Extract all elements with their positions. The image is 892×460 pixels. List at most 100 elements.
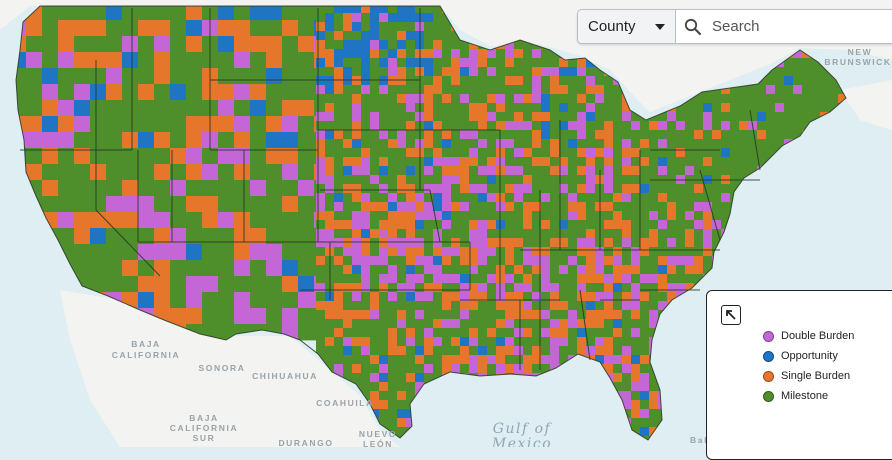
county-tile[interactable] [604, 247, 614, 257]
county-tile[interactable] [388, 400, 398, 410]
county-tile[interactable] [406, 31, 416, 41]
search-input[interactable] [710, 17, 884, 36]
county-tile[interactable] [604, 166, 614, 176]
county-tile[interactable] [649, 202, 659, 212]
county-tile[interactable] [370, 85, 380, 95]
county-tile[interactable] [343, 67, 353, 77]
county-tile[interactable] [106, 20, 123, 37]
county-tile[interactable] [595, 112, 605, 122]
county-tile[interactable] [631, 427, 641, 437]
county-tile[interactable] [370, 67, 380, 77]
county-tile[interactable] [379, 265, 389, 275]
county-tile[interactable] [154, 132, 171, 149]
county-tile[interactable] [622, 364, 632, 374]
county-tile[interactable] [550, 292, 560, 302]
county-tile[interactable] [721, 220, 731, 230]
county-tile[interactable] [469, 319, 479, 329]
county-tile[interactable] [379, 400, 389, 410]
county-tile[interactable] [631, 364, 641, 374]
county-tile[interactable] [316, 202, 326, 212]
county-tile[interactable] [820, 85, 830, 95]
county-tile[interactable] [685, 265, 695, 275]
county-tile[interactable] [352, 58, 362, 68]
county-tile[interactable] [685, 121, 695, 131]
county-tile[interactable] [622, 319, 632, 329]
county-tile[interactable] [559, 139, 569, 149]
county-tile[interactable] [505, 346, 515, 356]
county-tile[interactable] [559, 67, 569, 77]
county-tile[interactable] [325, 22, 335, 32]
county-tile[interactable] [415, 229, 425, 239]
county-tile[interactable] [406, 265, 416, 275]
county-tile[interactable] [442, 256, 452, 266]
county-tile[interactable] [451, 175, 461, 185]
county-tile[interactable] [658, 166, 668, 176]
county-tile[interactable] [433, 166, 443, 176]
county-tile[interactable] [541, 256, 551, 266]
county-tile[interactable] [478, 94, 488, 104]
county-tile[interactable] [316, 229, 326, 239]
county-tile[interactable] [26, 148, 43, 165]
county-tile[interactable] [469, 85, 479, 95]
county-tile[interactable] [325, 319, 335, 329]
county-tile[interactable] [170, 100, 187, 117]
county-tile[interactable] [406, 220, 416, 230]
county-tile[interactable] [361, 301, 371, 311]
county-tile[interactable] [478, 112, 488, 122]
county-tile[interactable] [514, 364, 524, 374]
county-tile[interactable] [186, 276, 203, 293]
county-tile[interactable] [370, 166, 380, 176]
county-tile[interactable] [361, 22, 371, 32]
county-tile[interactable] [568, 184, 578, 194]
county-tile[interactable] [496, 85, 506, 95]
county-tile[interactable] [250, 68, 267, 85]
county-tile[interactable] [604, 76, 614, 86]
county-tile[interactable] [505, 139, 515, 149]
county-tile[interactable] [406, 184, 416, 194]
county-tile[interactable] [694, 166, 704, 176]
county-tile[interactable] [424, 49, 434, 59]
county-tile[interactable] [282, 116, 299, 133]
county-tile[interactable] [442, 319, 452, 329]
county-tile[interactable] [154, 68, 171, 85]
county-tile[interactable] [469, 157, 479, 167]
county-tile[interactable] [26, 100, 43, 117]
county-tile[interactable] [577, 193, 587, 203]
county-tile[interactable] [523, 283, 533, 293]
county-tile[interactable] [703, 247, 713, 257]
county-tile[interactable] [559, 328, 569, 338]
county-tile[interactable] [343, 130, 353, 140]
county-tile[interactable] [505, 49, 515, 59]
county-tile[interactable] [379, 355, 389, 365]
county-tile[interactable] [541, 364, 551, 374]
county-tile[interactable] [658, 283, 668, 293]
county-tile[interactable] [739, 94, 749, 104]
county-tile[interactable] [721, 112, 731, 122]
county-tile[interactable] [559, 112, 569, 122]
county-tile[interactable] [433, 85, 443, 95]
county-tile[interactable] [577, 121, 587, 131]
county-tile[interactable] [74, 20, 91, 37]
county-tile[interactable] [397, 193, 407, 203]
county-tile[interactable] [334, 328, 344, 338]
county-tile[interactable] [568, 283, 578, 293]
county-tile[interactable] [250, 52, 267, 69]
county-tile[interactable] [775, 67, 785, 77]
county-tile[interactable] [460, 238, 470, 248]
county-tile[interactable] [202, 308, 219, 325]
county-tile[interactable] [218, 324, 235, 341]
county-tile[interactable] [316, 337, 326, 347]
county-tile[interactable] [658, 256, 668, 266]
county-tile[interactable] [122, 116, 139, 133]
county-tile[interactable] [757, 112, 767, 122]
county-tile[interactable] [370, 400, 380, 410]
county-tile[interactable] [559, 247, 569, 257]
county-tile[interactable] [352, 166, 362, 176]
county-tile[interactable] [298, 276, 315, 293]
county-tile[interactable] [388, 13, 398, 23]
county-tile[interactable] [703, 94, 713, 104]
county-tile[interactable] [703, 265, 713, 275]
county-tile[interactable] [316, 22, 326, 32]
county-tile[interactable] [775, 112, 785, 122]
county-tile[interactable] [397, 121, 407, 131]
